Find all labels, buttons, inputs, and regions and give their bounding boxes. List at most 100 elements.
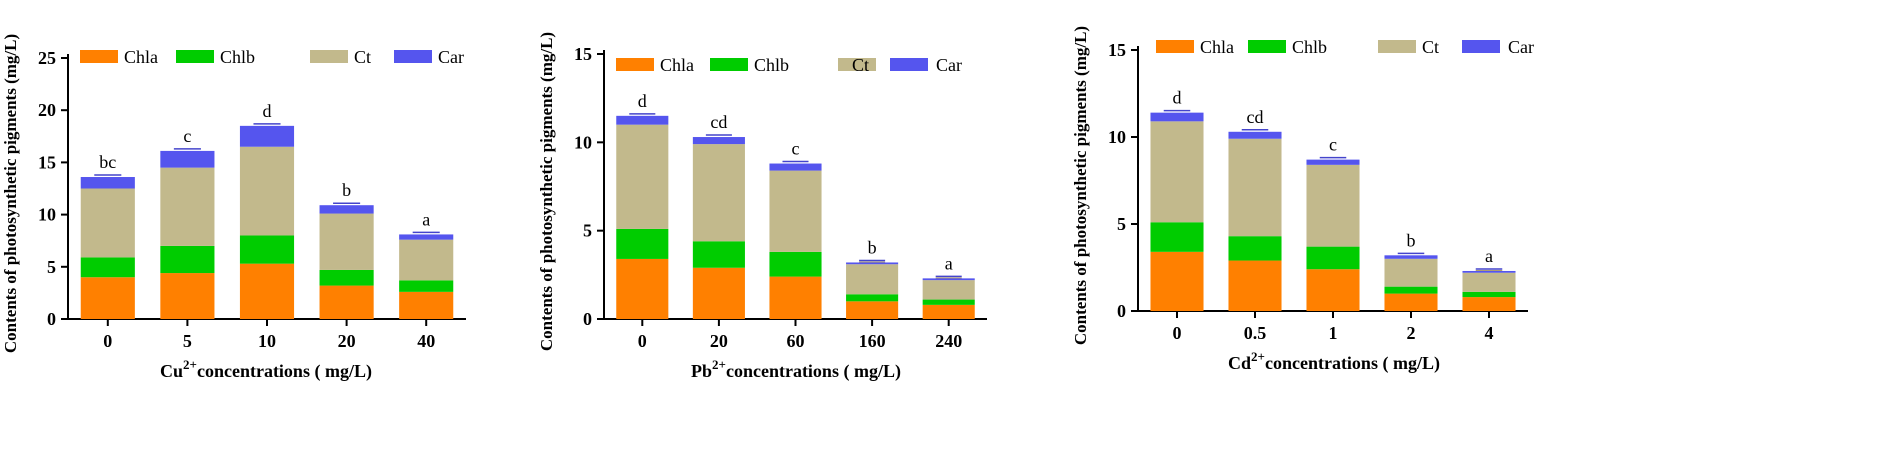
legend-label-car: Car xyxy=(1508,37,1534,57)
legend-swatch-car xyxy=(890,58,928,71)
y-tick-label: 0 xyxy=(583,309,592,329)
bar-chlb xyxy=(80,257,135,278)
legend-swatch-chlb xyxy=(176,50,214,63)
x-axis-title: Cd2+concentrations ( mg/L) xyxy=(1228,349,1440,374)
significance-label: c xyxy=(183,126,191,146)
significance-label: d xyxy=(1173,88,1182,108)
x-tick-label: 2 xyxy=(1407,323,1416,343)
chart-panel-3: 0 5 10 15 0 d 0.5 cd 1 c 2 b 4 a Chla Chlb Ct Car Contents… xyxy=(1071,26,1534,374)
bar-ct xyxy=(616,124,669,229)
legend-swatch-chla xyxy=(616,58,654,71)
bar-ct xyxy=(399,239,454,281)
bar-car xyxy=(846,262,899,265)
significance-label: cd xyxy=(710,112,727,132)
bar-ct xyxy=(1462,272,1516,292)
y-tick-label: 10 xyxy=(574,132,592,152)
legend-label-chlb: Chlb xyxy=(1292,37,1327,57)
legend-label-chla: Chla xyxy=(124,47,158,67)
bar-ct xyxy=(239,146,295,236)
bar-car xyxy=(239,125,295,147)
legend-swatch-chlb xyxy=(710,58,748,71)
significance-label: b xyxy=(868,237,877,257)
bar-car xyxy=(616,115,669,125)
legend-label-chlb: Chlb xyxy=(754,55,789,75)
bar-ct xyxy=(1384,258,1438,287)
bar-chlb xyxy=(922,299,975,305)
bar-chlb xyxy=(769,251,822,277)
x-tick-label: 20 xyxy=(338,331,356,351)
x-tick-label: 0 xyxy=(1173,323,1182,343)
bar-chlb xyxy=(846,294,899,302)
y-tick-label: 20 xyxy=(38,100,56,120)
legend-label-ct: Ct xyxy=(1422,37,1439,57)
y-axis-title: Contents of photosynthetic pigments (mg/… xyxy=(1071,26,1090,345)
bar-car xyxy=(692,137,745,145)
bar-chla xyxy=(1150,251,1204,311)
bar-ct xyxy=(319,213,374,270)
significance-label: b xyxy=(1407,230,1416,250)
significance-label: a xyxy=(422,209,430,229)
legend-swatch-car xyxy=(394,50,432,63)
legend-label-car: Car xyxy=(936,55,962,75)
bar-ct xyxy=(1228,138,1282,237)
bar-car xyxy=(160,150,215,168)
bar-chlb xyxy=(1306,246,1360,270)
bar-chlb xyxy=(1150,222,1204,252)
bar-chla xyxy=(1228,260,1282,311)
bar-car xyxy=(1462,270,1516,273)
bar-ct xyxy=(846,264,899,295)
bar-chla xyxy=(80,277,135,319)
bar-ct xyxy=(1150,121,1204,223)
bar-chla xyxy=(1306,269,1360,311)
legend-swatch-chla xyxy=(1156,40,1194,53)
legend-swatch-chla xyxy=(80,50,118,63)
significance-label: d xyxy=(263,101,272,121)
bar-car xyxy=(1150,112,1204,122)
bar-car xyxy=(80,177,135,189)
bar-chlb xyxy=(1462,291,1516,298)
significance-label: cd xyxy=(1247,107,1264,127)
x-tick-label: 60 xyxy=(787,331,805,351)
bar-chlb xyxy=(239,235,295,264)
legend-swatch-car xyxy=(1462,40,1500,53)
legend-label-chlb: Chlb xyxy=(220,47,255,67)
legend-swatch-ct xyxy=(1378,40,1416,53)
significance-label: a xyxy=(945,253,953,273)
x-tick-label: 5 xyxy=(183,331,192,351)
x-tick-label: 0 xyxy=(103,331,112,351)
bar-chla xyxy=(616,258,669,319)
x-axis-title: Cu2+concentrations ( mg/L) xyxy=(160,357,372,382)
bar-chla xyxy=(1384,293,1438,311)
y-tick-label: 5 xyxy=(1117,214,1126,234)
bar-chlb xyxy=(319,269,374,286)
significance-label: bc xyxy=(99,152,116,172)
y-tick-label: 5 xyxy=(47,257,56,277)
significance-label: c xyxy=(792,139,800,159)
legend-label-chla: Chla xyxy=(1200,37,1234,57)
legend-swatch-ct xyxy=(310,50,348,63)
y-tick-label: 15 xyxy=(38,152,56,172)
bar-chla xyxy=(1462,297,1516,311)
y-axis-title: Contents of photosynthetic pigments (mg/… xyxy=(1,34,20,353)
significance-label: c xyxy=(1329,135,1337,155)
legend-label-ct: Ct xyxy=(354,47,371,67)
y-tick-label: 5 xyxy=(583,221,592,241)
bar-ct xyxy=(160,167,215,246)
y-tick-label: 25 xyxy=(38,48,56,68)
bar-car xyxy=(922,278,975,281)
legend-label-ct: Ct xyxy=(852,55,869,75)
significance-label: b xyxy=(342,180,351,200)
x-tick-label: 1 xyxy=(1329,323,1338,343)
legend-label-chla: Chla xyxy=(660,55,694,75)
y-axis-title: Contents of photosynthetic pigments (mg/… xyxy=(537,32,556,351)
bar-car xyxy=(1384,255,1438,259)
chart-panel-2: 0 5 10 15 0 d 20 cd 60 c 160 b 240 a Chla Chlb Ct Car Cont… xyxy=(537,32,987,382)
x-tick-label: 20 xyxy=(710,331,728,351)
bar-chlb xyxy=(160,245,215,274)
y-tick-label: 0 xyxy=(47,309,56,329)
bar-chla xyxy=(319,285,374,319)
y-tick-label: 10 xyxy=(38,205,56,225)
bar-chla xyxy=(769,276,822,319)
